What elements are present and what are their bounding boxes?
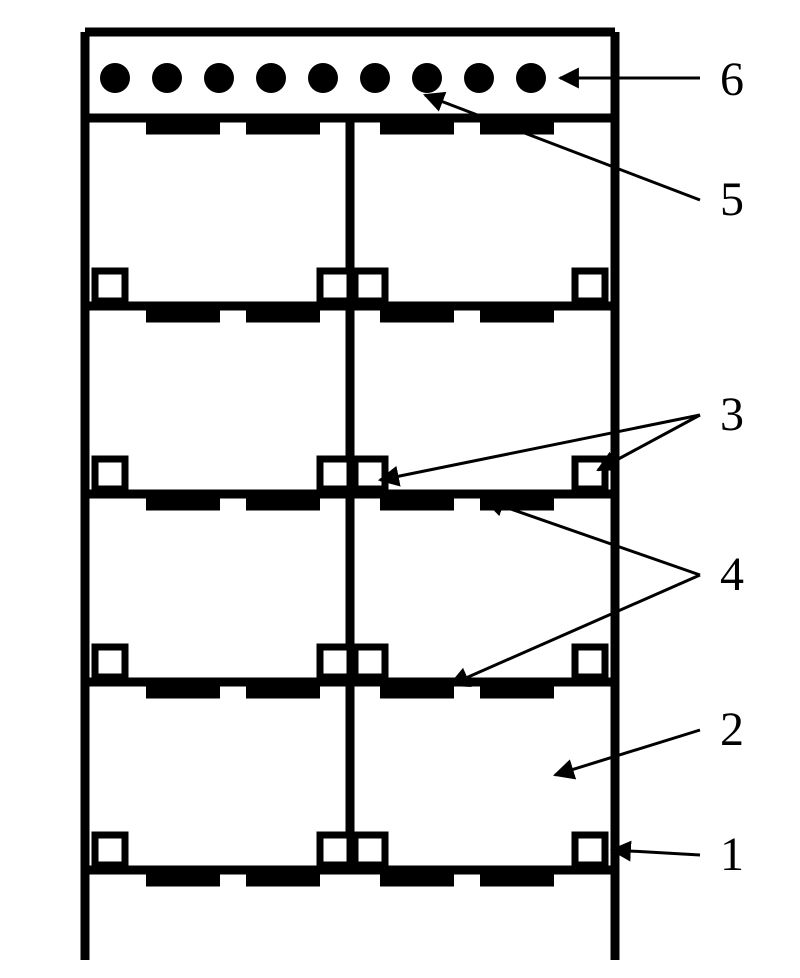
shelf-nub — [146, 311, 220, 323]
floor-square — [95, 459, 125, 489]
shelf-nub — [380, 123, 454, 135]
callout-label-2: 2 — [720, 703, 744, 756]
callout-label-5: 5 — [720, 173, 744, 226]
top-dot — [516, 63, 546, 93]
top-dot — [100, 63, 130, 93]
top-dot — [412, 63, 442, 93]
shelf-nub — [146, 687, 220, 699]
floor-square — [95, 647, 125, 677]
floor-square — [355, 459, 385, 489]
shelf-nub — [146, 123, 220, 135]
callout-label-6: 6 — [720, 53, 744, 106]
top-dot — [360, 63, 390, 93]
callout-label-4: 4 — [720, 548, 744, 601]
top-dot — [152, 63, 182, 93]
floor-square — [320, 459, 350, 489]
floor-square — [355, 271, 385, 301]
floor-square — [575, 271, 605, 301]
shelf-nub — [380, 311, 454, 323]
floor-square — [355, 835, 385, 865]
floor-square — [95, 271, 125, 301]
shelf-nub — [480, 311, 554, 323]
floor-square — [575, 647, 605, 677]
top-dot — [204, 63, 234, 93]
floor-square — [575, 835, 605, 865]
floor-square — [320, 647, 350, 677]
shelf-nub — [380, 875, 454, 887]
floor-square — [355, 647, 385, 677]
floor-square — [95, 835, 125, 865]
floor-square — [320, 271, 350, 301]
shelf-nub — [146, 499, 220, 511]
shelf-nub — [246, 499, 320, 511]
shelf-nub — [246, 687, 320, 699]
callout-label-1: 1 — [720, 828, 744, 881]
shelf-nub — [480, 687, 554, 699]
shelf-nub — [480, 875, 554, 887]
shelf-nub — [380, 499, 454, 511]
top-dot — [464, 63, 494, 93]
floor-square — [320, 835, 350, 865]
shelf-nub — [246, 875, 320, 887]
floor-square — [575, 459, 605, 489]
top-band-dots — [100, 63, 546, 93]
shelf-nub — [480, 499, 554, 511]
shelf-nub — [246, 311, 320, 323]
shelf-nub — [246, 123, 320, 135]
callout-label-3: 3 — [720, 388, 744, 441]
shelf-nub — [480, 123, 554, 135]
top-dot — [308, 63, 338, 93]
shelf-nub — [146, 875, 220, 887]
top-dot — [256, 63, 286, 93]
shelf-nub — [380, 687, 454, 699]
